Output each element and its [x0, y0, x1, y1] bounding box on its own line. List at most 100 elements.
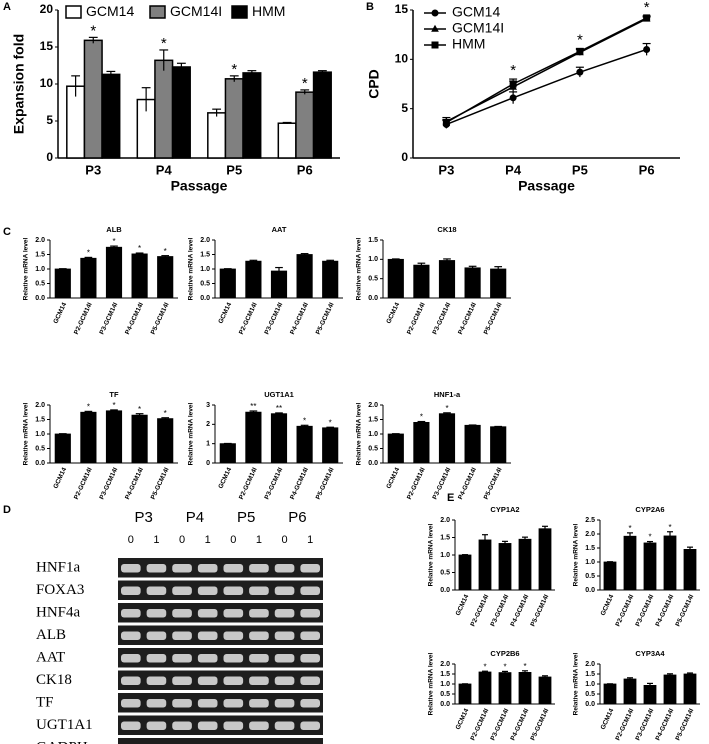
- bar: [277, 122, 297, 159]
- y-tick-label: 0.5: [368, 276, 378, 283]
- bar: [623, 678, 637, 705]
- x-tick-label: GCM14: [600, 707, 616, 731]
- gel-band: [172, 676, 192, 685]
- x-tick-label: P3-GCM14I: [490, 593, 511, 627]
- bar: [490, 268, 507, 299]
- y-tick-label: 0: [46, 150, 53, 164]
- y-tick-label: 0.0: [440, 587, 450, 594]
- significance-mark: *: [87, 402, 90, 411]
- gel-band: [274, 676, 295, 685]
- significance-mark: *: [87, 249, 90, 258]
- y-tick-label: 15: [40, 39, 54, 53]
- y-tick-label: 0.5: [200, 280, 210, 287]
- y-tick-label: 1.0: [440, 681, 450, 688]
- x-tick-label: P4-GCM14I: [510, 593, 531, 627]
- x-tick-label: P4-GCM14I: [289, 466, 310, 500]
- y-axis-label: Relative mRNA level: [23, 402, 30, 465]
- y-tick-label: 2.0: [200, 237, 210, 244]
- bar: [207, 112, 227, 159]
- bar: [518, 672, 532, 705]
- gel-band: [197, 699, 218, 708]
- gel-band: [121, 654, 141, 663]
- gel-band: [146, 676, 167, 685]
- marker: [431, 9, 439, 17]
- x-tick-label: P4-GCM14I: [457, 301, 478, 335]
- y-axis-label: Relative mRNA level: [356, 237, 363, 300]
- significance-mark: *: [644, 0, 650, 16]
- gel-band: [197, 654, 218, 663]
- gel-row: [118, 670, 323, 690]
- bar: [242, 72, 262, 159]
- line: [446, 18, 647, 123]
- significance-mark: *: [668, 523, 671, 532]
- gel-band: [223, 586, 244, 595]
- bar: [518, 538, 532, 591]
- significance-mark: *: [138, 405, 141, 414]
- y-tick-label: 0.0: [585, 701, 595, 708]
- lane-label: 1: [205, 534, 211, 546]
- x-tick-label: GCM14: [52, 301, 68, 325]
- legend-label: HMM: [452, 36, 485, 52]
- bar: [498, 672, 512, 705]
- gel-band: [274, 631, 295, 640]
- x-tick-label: P5-GCM14I: [315, 301, 336, 335]
- gel-band: [300, 609, 320, 618]
- x-tick-label: P4-GCM14I: [655, 707, 676, 741]
- y-tick-label: 2.5: [585, 517, 595, 524]
- y-axis-label: Relative mRNA level: [188, 237, 195, 300]
- significance-mark: *: [164, 409, 167, 418]
- y-tick-label: 0.0: [368, 460, 378, 467]
- x-tick-label: P3-GCM14I: [635, 593, 656, 627]
- bar: [154, 59, 174, 159]
- bar: [458, 683, 472, 705]
- chart-title: CYP2B6: [490, 649, 519, 658]
- gel-band: [249, 676, 269, 685]
- passage-label: P6: [288, 509, 306, 526]
- significance-mark: *: [302, 75, 308, 92]
- y-tick-label: 10: [40, 76, 54, 90]
- lane-label: 0: [128, 534, 134, 546]
- y-axis-label: Relative mRNA level: [428, 523, 435, 586]
- bar: [538, 676, 552, 705]
- x-tick-label: GCM14: [600, 593, 616, 617]
- bar: [603, 683, 617, 705]
- x-tick-label: P4-GCM14I: [655, 593, 676, 627]
- y-tick-label: 0.5: [35, 445, 45, 452]
- bar: [464, 267, 481, 299]
- gel-band: [300, 564, 320, 573]
- significance-mark: *: [90, 22, 96, 39]
- y-tick-label: 1.5: [585, 545, 595, 552]
- y-tick-label: 1.5: [35, 251, 45, 258]
- y-tick-label: 0.0: [440, 701, 450, 708]
- bar: [295, 91, 315, 159]
- gel-band: [197, 676, 218, 685]
- gel-band: [249, 609, 269, 618]
- y-tick-label: 2.0: [440, 661, 450, 668]
- gel-band: [300, 699, 320, 708]
- x-tick-label: GCM14: [217, 466, 233, 490]
- gel-row: [118, 558, 323, 578]
- chart-title: CYP1A2: [490, 505, 519, 514]
- y-axis-label: Relative mRNA level: [356, 402, 363, 465]
- y-axis-label: Relative mRNA level: [188, 402, 195, 465]
- bar: [438, 413, 456, 464]
- y-axis-label: Relative mRNA level: [428, 652, 435, 715]
- gel-band: [249, 631, 269, 640]
- x-tick-label: P3-GCM14I: [635, 707, 656, 741]
- x-tick-label: P5-GCM14I: [530, 593, 551, 627]
- y-tick-label: 2.0: [440, 517, 450, 524]
- panel-label: D: [3, 504, 11, 516]
- y-tick-label: 0.5: [368, 445, 378, 452]
- y-tick-label: 1.0: [368, 256, 378, 263]
- y-tick-label: 0.0: [35, 295, 45, 302]
- gel-band: [274, 609, 295, 618]
- y-tick-label: 1.5: [585, 671, 595, 678]
- x-tick-label: GCM14: [385, 466, 401, 490]
- bar: [538, 528, 552, 591]
- x-tick-label: P3: [85, 162, 101, 177]
- gel-band: [300, 654, 320, 663]
- x-tick-label: P2-GCM14I: [73, 301, 94, 335]
- x-tick-label: P2-GCM14I: [238, 466, 259, 500]
- x-tick-label: P2-GCM14I: [470, 707, 491, 741]
- gel-band: [300, 676, 320, 685]
